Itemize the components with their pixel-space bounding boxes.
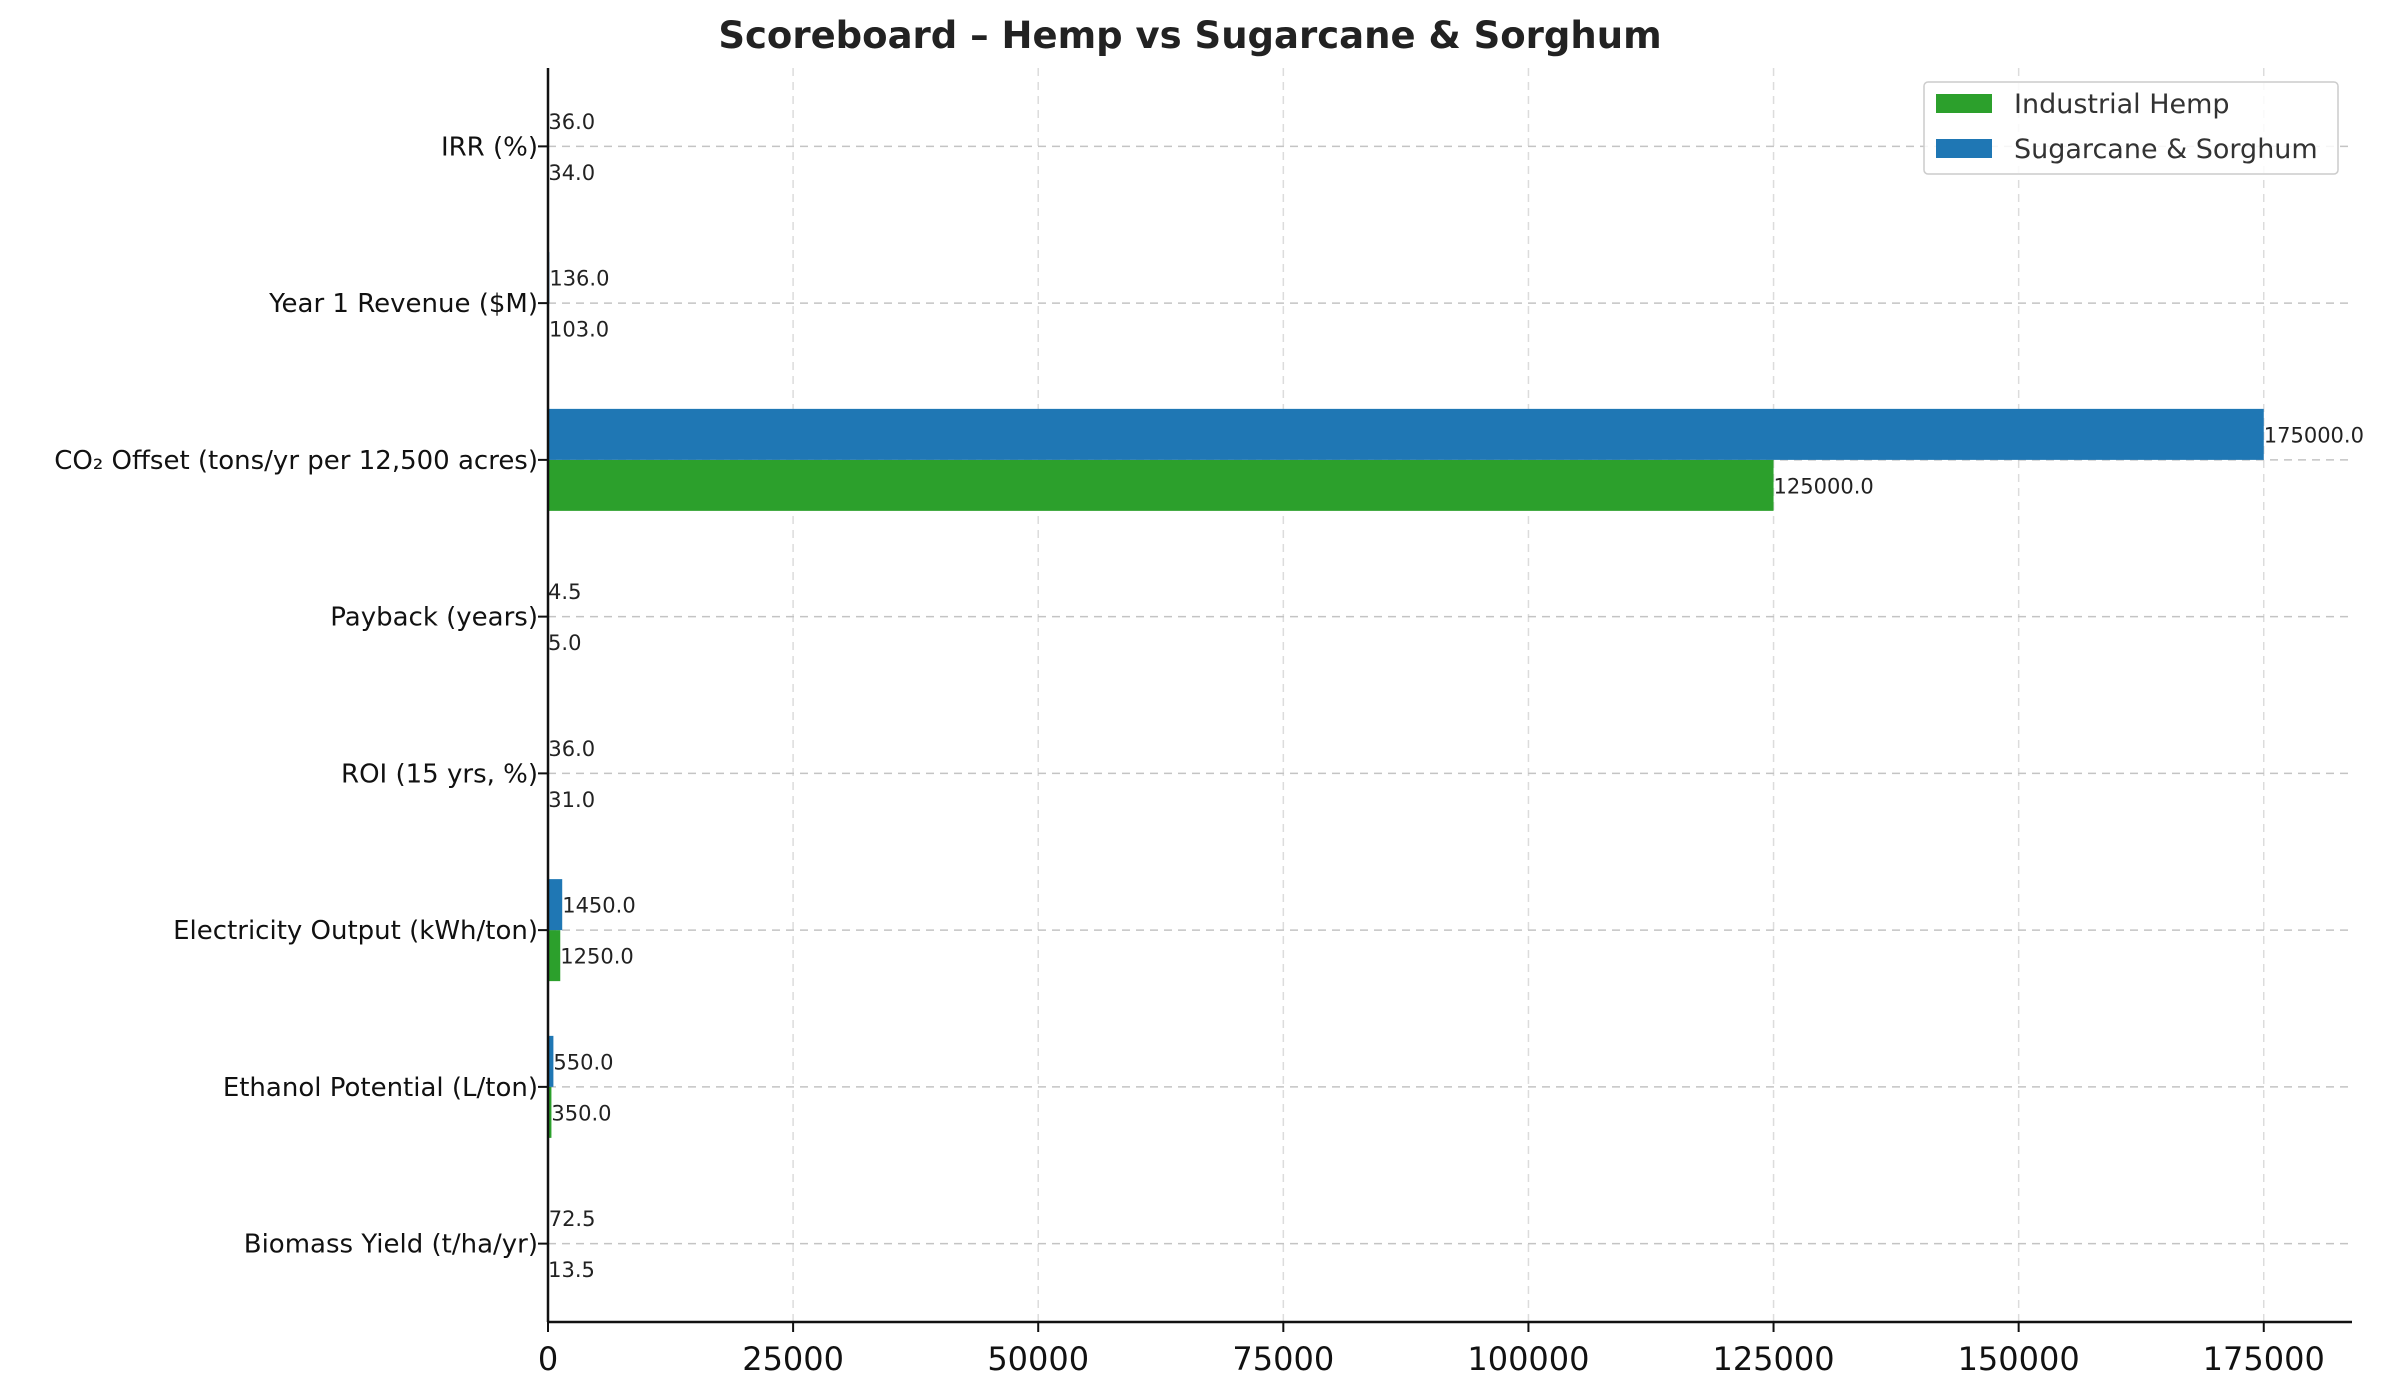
data-label-hemp-6: 103.0 (549, 318, 609, 342)
data-label-hemp-4: 5.0 (548, 631, 581, 655)
y-tick-label-6: Year 1 Revenue ($M) (268, 289, 538, 319)
data-label-sugarcane-7: 36.0 (548, 110, 595, 134)
data-label-sugarcane-5: 175000.0 (2264, 423, 2364, 447)
y-tick-label-2: Electricity Output (kWh/ton) (173, 916, 538, 946)
bar-hemp-5 (548, 459, 1774, 511)
x-tick-label-3: 75000 (1232, 1340, 1334, 1378)
chart-title: Scoreboard – Hemp vs Sugarcane & Sorghum (718, 14, 1661, 57)
bar-sugarcane-2 (548, 879, 563, 931)
data-label-hemp-1: 350.0 (551, 1101, 611, 1125)
x-tick-label-2: 50000 (987, 1340, 1089, 1378)
data-label-sugarcane-1: 550.0 (553, 1050, 613, 1074)
bars (548, 95, 2264, 1295)
y-tick-label-4: Payback (years) (330, 603, 538, 633)
legend-label-hemp: Industrial Hemp (2014, 89, 2230, 120)
y-tick-label-5: CO₂ Offset (tons/yr per 12,500 acres) (54, 446, 538, 476)
data-label-sugarcane-2: 1450.0 (562, 894, 635, 918)
bar-hemp-1 (548, 1086, 552, 1138)
data-label-hemp-7: 34.0 (548, 161, 595, 185)
data-label-sugarcane-6: 136.0 (549, 267, 609, 291)
legend-swatch-hemp (1936, 94, 1992, 113)
y-tick-label-1: Ethanol Potential (L/ton) (223, 1073, 538, 1103)
x-tick-label-0: 0 (538, 1340, 558, 1378)
x-tick-label-1: 25000 (742, 1340, 844, 1378)
bar-hemp-2 (548, 930, 561, 982)
legend: Industrial Hemp Sugarcane & Sorghum (1923, 81, 2339, 175)
x-tick-label-6: 150000 (1958, 1340, 2080, 1378)
data-label-hemp-2: 1250.0 (560, 945, 633, 969)
x-tick-label-5: 125000 (1712, 1340, 1834, 1378)
legend-box (1923, 81, 2339, 175)
data-label-sugarcane-4: 4.5 (548, 580, 581, 604)
data-label-hemp-5: 125000.0 (1774, 474, 1874, 498)
x-tick-label-4: 100000 (1467, 1340, 1589, 1378)
axes: 0 25000 50000 75000 100000 125000 150000 175000… (54, 68, 2352, 1378)
y-tick-label-0: Biomass Yield (t/ha/yr) (244, 1230, 538, 1260)
data-label-hemp-3: 31.0 (548, 788, 595, 812)
data-label-sugarcane-0: 72.5 (549, 1207, 596, 1231)
x-tick-label-7: 175000 (2203, 1340, 2325, 1378)
legend-label-sugarcane: Sugarcane & Sorghum (2014, 134, 2318, 165)
legend-swatch-sugarcane (1936, 139, 1992, 158)
y-tick-label-3: ROI (15 yrs, %) (341, 759, 538, 789)
bar-sugarcane-5 (548, 408, 2264, 460)
bar-sugarcane-1 (548, 1035, 554, 1087)
grid-lines (547, 68, 2352, 1322)
data-label-hemp-0: 13.5 (548, 1258, 595, 1282)
y-tick-label-7: IRR (%) (441, 132, 538, 162)
data-labels: 13.5 72.5 350.0 550.0 1250.0 1450.0 31.0 36.0 5.… (548, 110, 2364, 1282)
data-label-sugarcane-3: 36.0 (548, 737, 595, 761)
